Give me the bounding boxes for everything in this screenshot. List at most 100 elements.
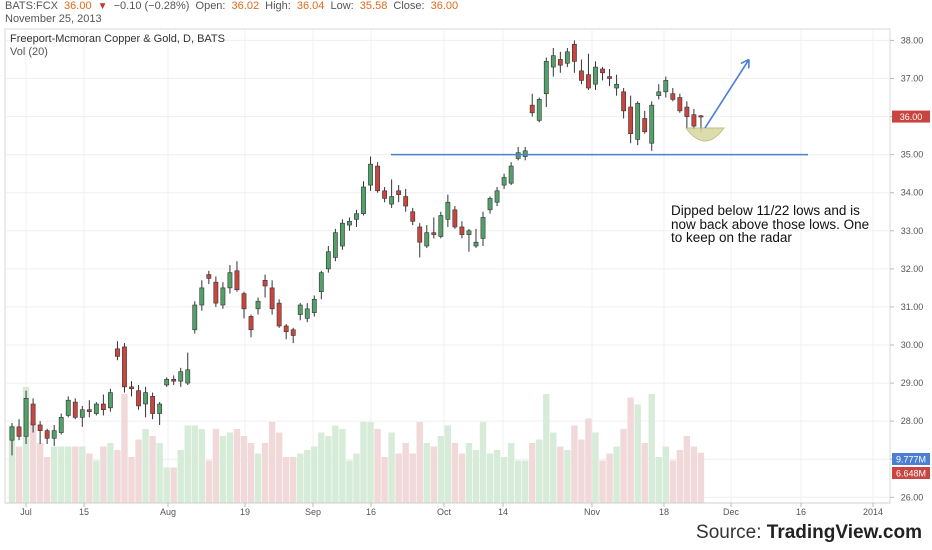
candle-body: [628, 106, 634, 134]
volume-bar: [437, 436, 445, 503]
candle: [290, 327, 296, 344]
candle-body: [37, 424, 43, 431]
candle: [410, 207, 416, 226]
volume-bar: [58, 446, 65, 503]
candle-body: [691, 114, 697, 127]
volume-tag-label: 9.777M: [896, 455, 926, 465]
candle: [262, 274, 268, 298]
volume-bar: [212, 429, 220, 503]
volume-bar: [641, 443, 648, 503]
candle: [143, 386, 148, 418]
candle-body: [192, 304, 198, 331]
candle: [543, 57, 549, 108]
candle-body: [600, 68, 605, 74]
candle-body: [663, 80, 669, 93]
candle: [452, 206, 458, 229]
volume-bar: [43, 457, 51, 503]
volume-bar: [304, 450, 311, 503]
volume-bar: [550, 432, 557, 503]
candle: [403, 188, 409, 212]
volume-bar: [374, 429, 381, 503]
candle-body: [23, 398, 29, 437]
candle: [628, 95, 634, 144]
last-price-label: 36.00: [900, 112, 923, 122]
volume-bar: [444, 425, 452, 503]
volume-bar: [451, 443, 459, 503]
candle-body: [354, 213, 359, 220]
candle: [600, 67, 605, 81]
volume-bar: [79, 446, 86, 503]
candle: [571, 40, 577, 73]
volume-bar: [402, 443, 409, 503]
volume-bar: [325, 436, 332, 503]
candle: [72, 398, 78, 420]
candle-body: [206, 274, 212, 279]
candle: [248, 314, 254, 338]
candle: [347, 217, 352, 231]
candle-body: [185, 369, 191, 384]
candle: [199, 280, 205, 311]
volume-bar: [536, 439, 543, 503]
volume-bar: [423, 443, 430, 503]
candle-body: [58, 417, 64, 433]
candle: [459, 221, 465, 239]
volume-bar: [254, 453, 262, 503]
volume-bar: [311, 446, 318, 503]
candle: [354, 209, 359, 227]
candle-body: [494, 190, 500, 203]
candle-body: [375, 165, 380, 192]
candle: [157, 402, 163, 425]
high-label: High:: [265, 0, 291, 12]
volume-bar: [500, 457, 508, 503]
volume-bar: [416, 422, 423, 503]
candle-body: [283, 325, 289, 332]
volume-bars: [8, 387, 705, 503]
open-value: 36.02: [231, 0, 260, 12]
candle-body: [684, 106, 690, 117]
volume-bar: [332, 425, 339, 503]
volume-bar: [514, 460, 522, 503]
candle-body: [515, 152, 521, 159]
volume-bar: [521, 460, 529, 503]
volume-bar: [226, 432, 234, 503]
volume-bar: [346, 460, 353, 503]
candle-body: [325, 251, 331, 270]
candle: [185, 352, 191, 385]
candle: [614, 74, 619, 96]
volume-bar: [507, 443, 515, 503]
candle-body: [93, 403, 99, 414]
x-tick-label: 16: [796, 507, 806, 517]
y-tick-label: 35.00: [901, 150, 924, 160]
volume-bar: [121, 394, 128, 503]
candle-body: [473, 241, 479, 247]
x-tick-label: 19: [240, 507, 250, 517]
candle: [508, 162, 514, 186]
chart-date: November 25, 2013: [5, 13, 102, 25]
candle: [431, 217, 437, 239]
candle: [557, 51, 563, 73]
volume-bar: [114, 450, 121, 503]
candle: [445, 194, 451, 227]
candle-body: [171, 378, 177, 382]
candle: [389, 179, 395, 208]
candle-body: [417, 226, 423, 243]
candle-body: [593, 66, 598, 85]
candle-body: [361, 186, 366, 214]
candle: [438, 211, 444, 239]
volume-bar: [458, 453, 466, 503]
candle: [23, 390, 29, 444]
volume-title: Vol (20): [10, 46, 48, 58]
y-tick-label: 34.00: [901, 188, 924, 198]
y-axis: 38.00 37.00 36.00 35.00 34.00 33.00 32.00 31.00…: [890, 35, 930, 502]
candle-body: [115, 348, 120, 357]
volume-bar: [543, 394, 550, 503]
candle: [536, 97, 542, 123]
candle-body: [522, 150, 528, 157]
candle: [178, 367, 184, 387]
candle-body: [586, 74, 591, 89]
high-value: 36.04: [296, 0, 325, 12]
candle: [466, 228, 472, 252]
volume-bar: [648, 394, 655, 503]
candle: [65, 396, 71, 418]
